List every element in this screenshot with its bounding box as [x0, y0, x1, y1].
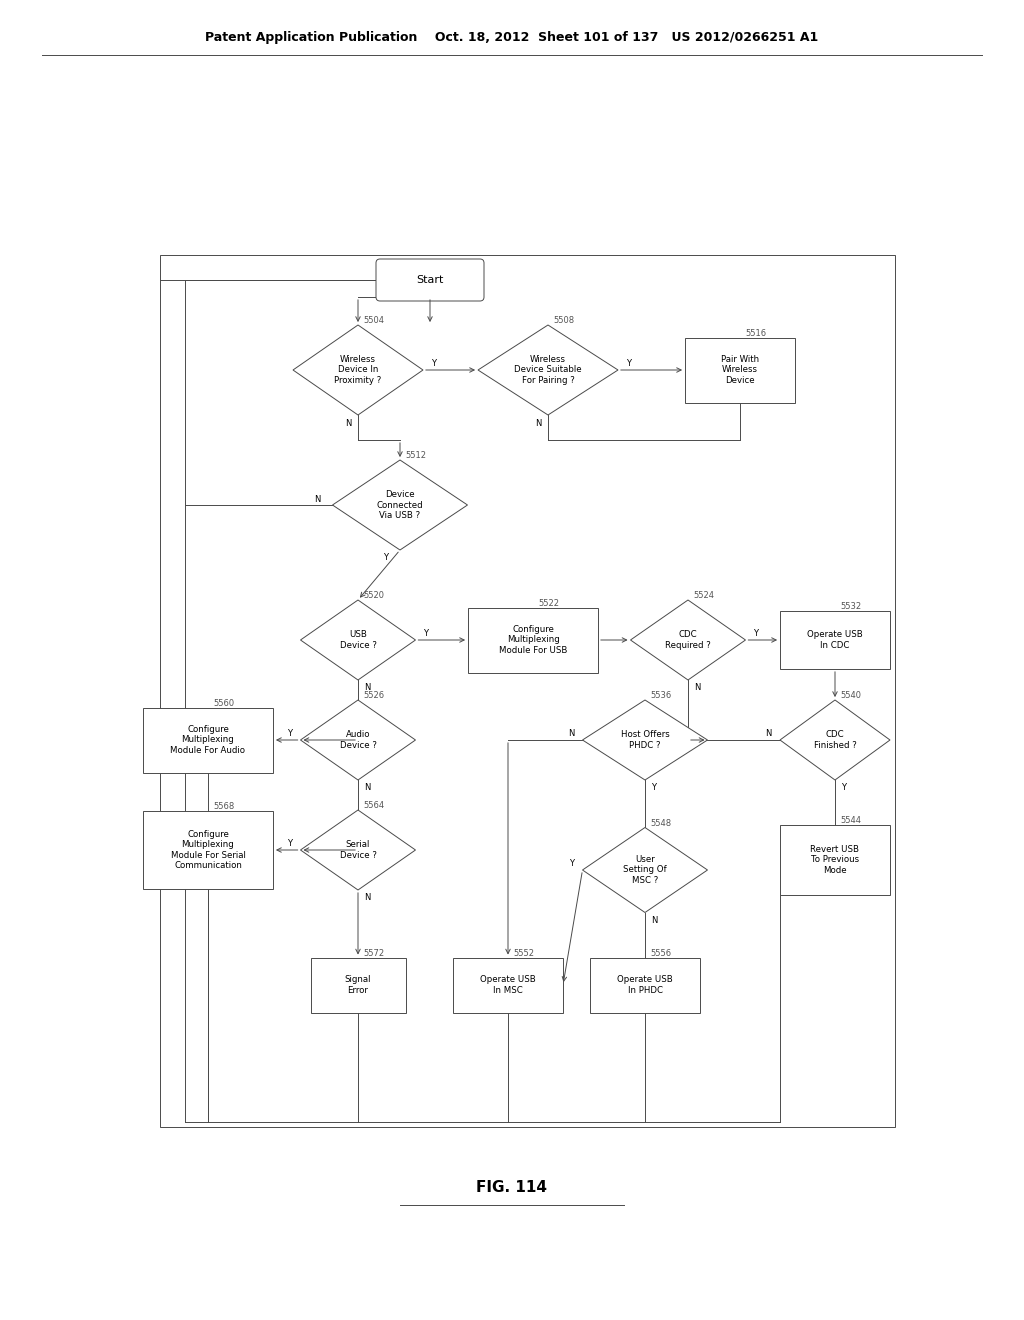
Bar	[468, 607, 598, 672]
Text: 5536: 5536	[650, 690, 672, 700]
Text: Operate USB
In PHDC: Operate USB In PHDC	[617, 975, 673, 995]
Text: Pair With
Wireless
Device: Pair With Wireless Device	[721, 355, 759, 385]
Text: 5516: 5516	[745, 329, 766, 338]
Text: N: N	[314, 495, 321, 503]
Text: Y: Y	[569, 859, 574, 869]
Text: CDC
Finished ?: CDC Finished ?	[814, 730, 856, 750]
Text: Y: Y	[626, 359, 631, 368]
Text: Device
Connected
Via USB ?: Device Connected Via USB ?	[377, 490, 423, 520]
Text: Y: Y	[841, 784, 846, 792]
Text: 5564: 5564	[362, 801, 384, 810]
Bar	[685, 338, 795, 403]
Text: User
Setting Of
MSC ?: User Setting Of MSC ?	[624, 855, 667, 884]
Text: 5532: 5532	[840, 602, 861, 611]
Text: 5522: 5522	[538, 598, 559, 607]
Text: Wireless
Device Suitable
For Pairing ?: Wireless Device Suitable For Pairing ?	[514, 355, 582, 385]
Polygon shape	[631, 601, 745, 680]
Bar	[780, 611, 890, 669]
Text: Y: Y	[754, 630, 759, 639]
Text: N: N	[364, 894, 371, 903]
FancyBboxPatch shape	[376, 259, 484, 301]
Text: Y: Y	[288, 730, 293, 738]
Text: 5572: 5572	[362, 949, 384, 957]
Text: Patent Application Publication    Oct. 18, 2012  Sheet 101 of 137   US 2012/0266: Patent Application Publication Oct. 18, …	[206, 32, 818, 45]
Text: Start: Start	[417, 275, 443, 285]
Bar	[310, 957, 406, 1012]
Text: Y: Y	[384, 553, 388, 562]
Text: FIG. 114: FIG. 114	[476, 1180, 548, 1195]
Text: Y: Y	[424, 630, 428, 639]
Bar	[143, 708, 273, 772]
Text: N: N	[766, 730, 772, 738]
Text: Y: Y	[651, 784, 656, 792]
Text: Y: Y	[288, 840, 293, 849]
Text: 5508: 5508	[553, 315, 574, 325]
Text: Configure
Multiplexing
Module For USB: Configure Multiplexing Module For USB	[499, 626, 567, 655]
Text: Serial
Device ?: Serial Device ?	[340, 841, 377, 859]
Text: Y: Y	[431, 359, 436, 368]
Text: 5504: 5504	[362, 315, 384, 325]
Polygon shape	[300, 601, 416, 680]
Text: 5540: 5540	[840, 690, 861, 700]
Text: 5548: 5548	[650, 818, 671, 828]
Text: 5520: 5520	[362, 591, 384, 601]
Bar	[780, 825, 890, 895]
Text: N: N	[345, 418, 351, 428]
Text: 5552: 5552	[513, 949, 534, 957]
Text: N: N	[651, 916, 657, 925]
Text: Signal
Error: Signal Error	[345, 975, 372, 995]
Text: 5560: 5560	[213, 698, 234, 708]
Text: Configure
Multiplexing
Module For Audio: Configure Multiplexing Module For Audio	[171, 725, 246, 755]
Polygon shape	[333, 459, 468, 550]
Polygon shape	[583, 828, 708, 912]
Polygon shape	[300, 700, 416, 780]
Text: N: N	[694, 684, 700, 693]
Text: Configure
Multiplexing
Module For Serial
Communication: Configure Multiplexing Module For Serial…	[171, 830, 246, 870]
Text: N: N	[568, 730, 574, 738]
Text: USB
Device ?: USB Device ?	[340, 630, 377, 649]
Bar	[590, 957, 700, 1012]
Text: Wireless
Device In
Proximity ?: Wireless Device In Proximity ?	[335, 355, 382, 385]
Polygon shape	[300, 810, 416, 890]
Text: N: N	[364, 684, 371, 693]
Polygon shape	[293, 325, 423, 414]
Text: Operate USB
In CDC: Operate USB In CDC	[807, 630, 863, 649]
Bar	[160, 255, 895, 1127]
Text: Host Offers
PHDC ?: Host Offers PHDC ?	[621, 730, 670, 750]
Text: N: N	[364, 784, 371, 792]
Polygon shape	[583, 700, 708, 780]
Text: 5556: 5556	[650, 949, 671, 957]
Bar	[143, 810, 273, 888]
Text: Revert USB
To Previous
Mode: Revert USB To Previous Mode	[811, 845, 859, 875]
Text: 5526: 5526	[362, 690, 384, 700]
Text: Operate USB
In MSC: Operate USB In MSC	[480, 975, 536, 995]
Text: 5568: 5568	[213, 803, 234, 810]
Polygon shape	[780, 700, 890, 780]
Text: 5524: 5524	[693, 591, 714, 601]
Text: Audio
Device ?: Audio Device ?	[340, 730, 377, 750]
Bar	[453, 957, 563, 1012]
Text: 5544: 5544	[840, 816, 861, 825]
Text: CDC
Required ?: CDC Required ?	[666, 630, 711, 649]
Text: 5512: 5512	[406, 451, 426, 459]
Text: N: N	[535, 418, 542, 428]
Polygon shape	[478, 325, 618, 414]
